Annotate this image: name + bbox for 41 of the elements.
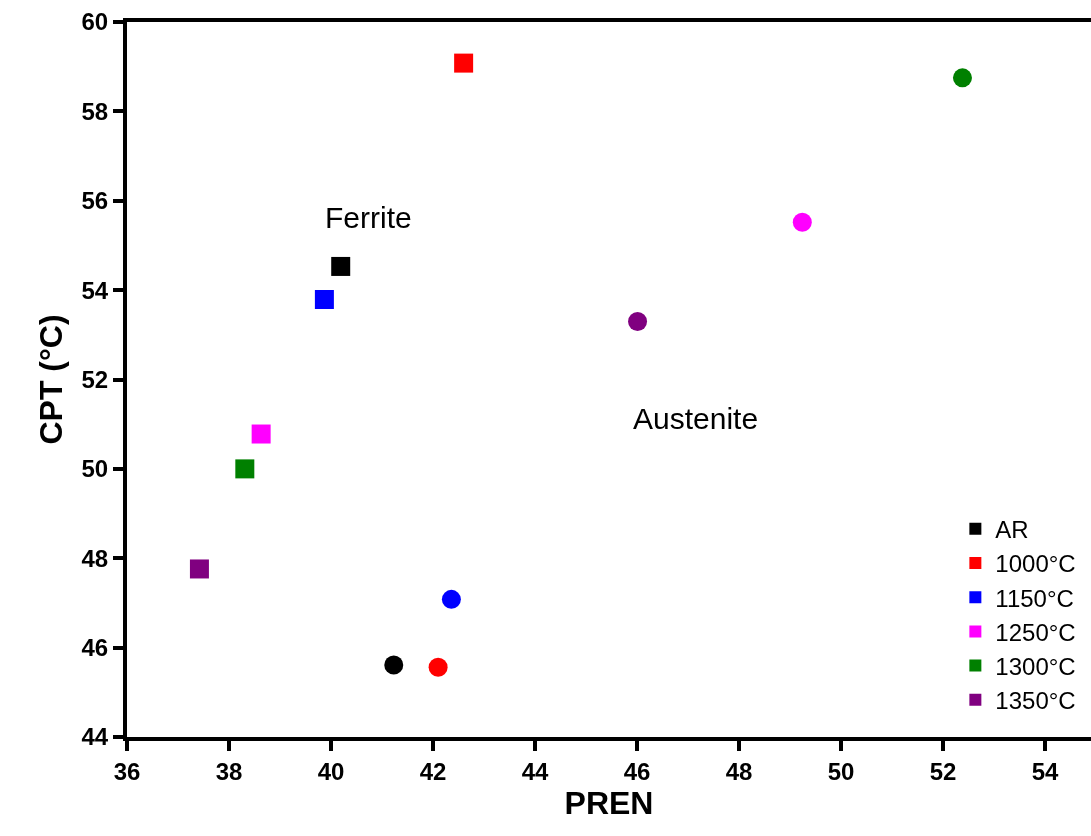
x-tick-label: 46 [623, 757, 651, 785]
y-tick-label: 48 [81, 544, 109, 572]
y-tick-label: 54 [81, 276, 109, 304]
annotation: Ferrite [325, 201, 412, 234]
legend-label: 1350°C [995, 687, 1076, 715]
x-tick-label: 38 [215, 757, 243, 785]
y-tick-label: 58 [81, 97, 109, 125]
x-tick-label: 52 [929, 757, 957, 785]
y-tick-label: 60 [81, 8, 109, 36]
x-tick-label: 50 [827, 757, 855, 785]
y-tick-label: 46 [81, 634, 109, 662]
legend-label: 1150°C [995, 584, 1074, 612]
legend-label: 1250°C [995, 618, 1076, 646]
annotation: Austenite [633, 402, 759, 435]
y-axis-title: CPT (°C) [33, 314, 70, 445]
point [792, 212, 812, 232]
point [428, 657, 448, 677]
point [251, 424, 271, 444]
x-tick-label: 44 [521, 757, 550, 785]
point [384, 655, 404, 675]
point [331, 256, 351, 276]
point [441, 589, 461, 609]
y-tick-label: 56 [81, 187, 109, 215]
point [235, 459, 255, 479]
x-tick-label: 36 [113, 757, 141, 785]
x-tick-label: 54 [1031, 757, 1060, 785]
y-tick-label: 50 [81, 455, 109, 483]
x-tick-label: 42 [419, 757, 447, 785]
x-axis-title: PREN [564, 784, 654, 821]
legend-label: 1000°C [995, 550, 1076, 578]
legend-label: AR [995, 516, 1029, 544]
point [189, 559, 209, 579]
x-tick-label: 48 [725, 757, 753, 785]
x-tick-label: 40 [317, 757, 345, 785]
y-tick-label: 44 [81, 723, 109, 751]
point [952, 68, 972, 88]
y-tick-label: 52 [81, 365, 109, 393]
point [454, 53, 474, 73]
point [314, 290, 334, 310]
point [628, 311, 648, 331]
legend-label: 1300°C [995, 652, 1076, 680]
